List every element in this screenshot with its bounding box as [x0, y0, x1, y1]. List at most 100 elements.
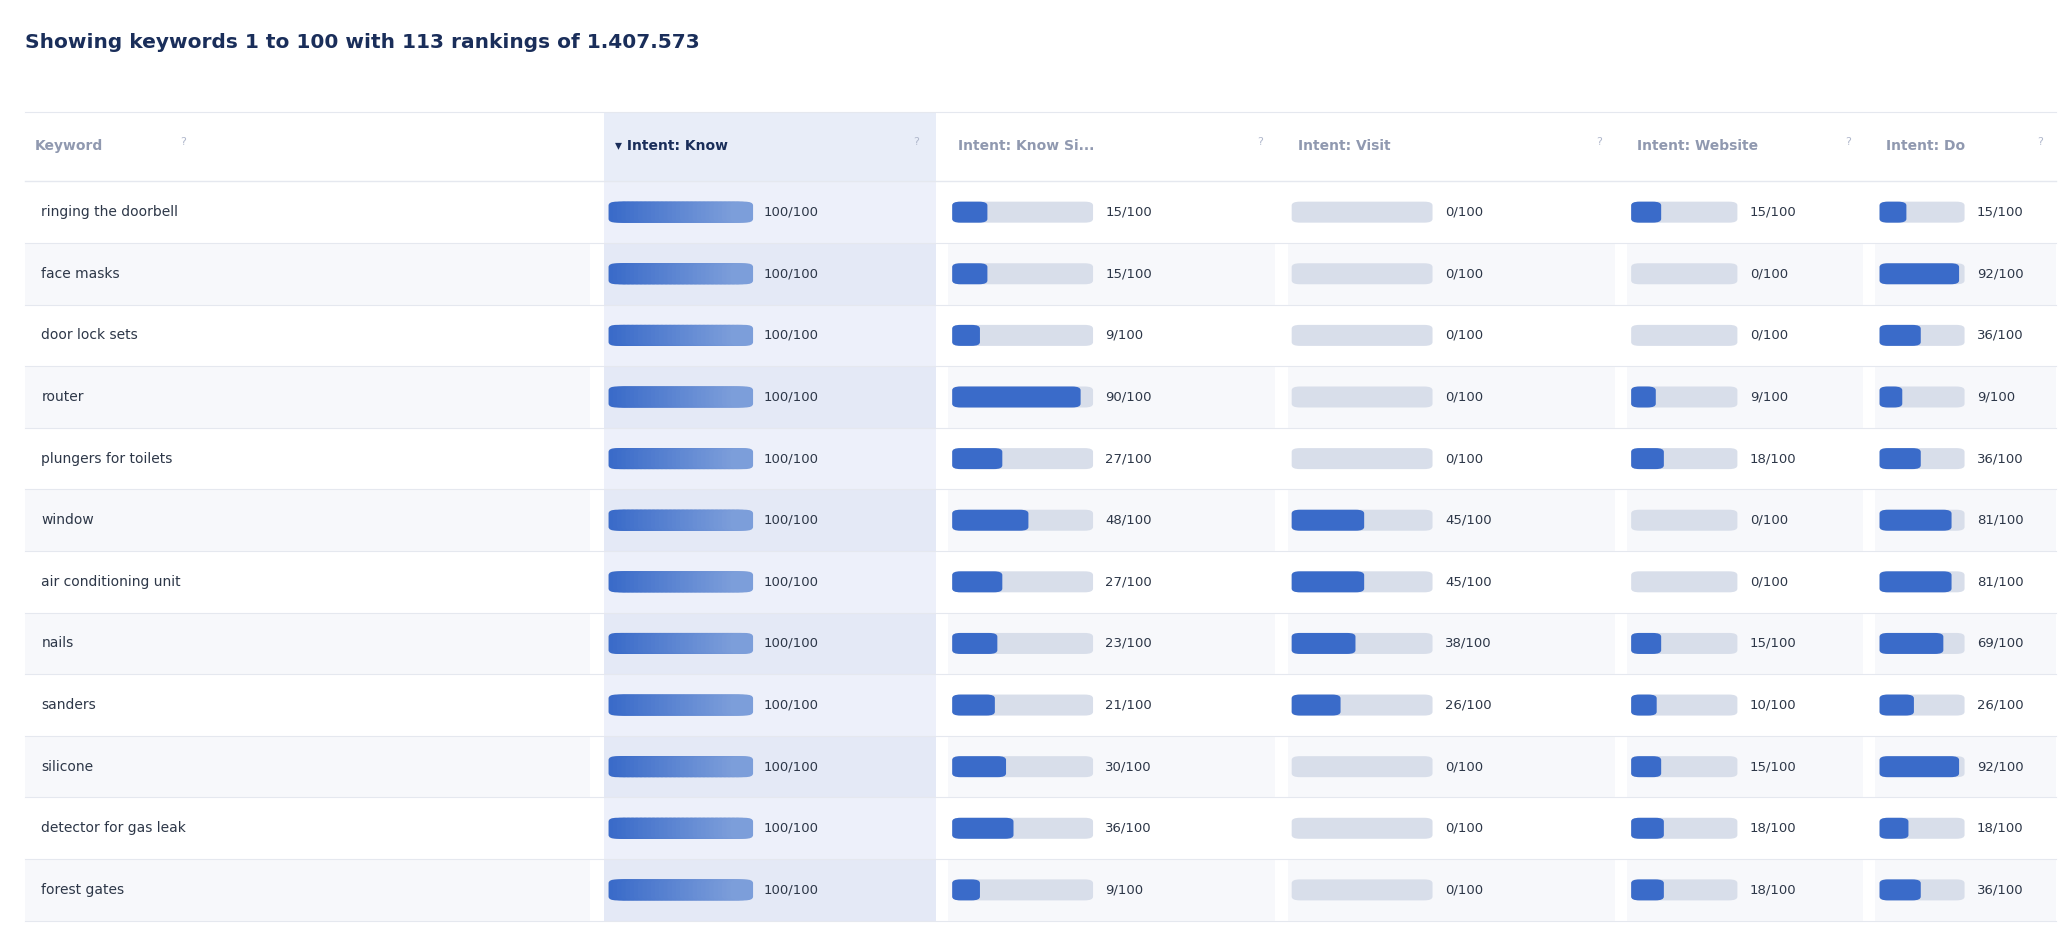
- FancyBboxPatch shape: [714, 387, 737, 407]
- FancyBboxPatch shape: [683, 817, 708, 839]
- FancyBboxPatch shape: [613, 756, 635, 777]
- FancyBboxPatch shape: [693, 510, 716, 531]
- FancyBboxPatch shape: [646, 387, 669, 407]
- FancyBboxPatch shape: [727, 880, 749, 900]
- FancyBboxPatch shape: [679, 202, 702, 222]
- FancyBboxPatch shape: [629, 817, 652, 839]
- FancyBboxPatch shape: [693, 325, 716, 346]
- FancyBboxPatch shape: [710, 263, 733, 285]
- FancyBboxPatch shape: [727, 510, 749, 531]
- FancyBboxPatch shape: [604, 736, 936, 798]
- FancyBboxPatch shape: [646, 448, 669, 469]
- FancyBboxPatch shape: [638, 448, 660, 469]
- FancyBboxPatch shape: [609, 880, 751, 900]
- Text: 100/100: 100/100: [764, 760, 818, 773]
- FancyBboxPatch shape: [722, 633, 745, 654]
- FancyBboxPatch shape: [1288, 859, 1615, 921]
- FancyBboxPatch shape: [617, 695, 640, 715]
- FancyBboxPatch shape: [1627, 859, 1863, 921]
- FancyBboxPatch shape: [642, 695, 664, 715]
- FancyBboxPatch shape: [952, 387, 1093, 407]
- FancyBboxPatch shape: [25, 243, 590, 305]
- FancyBboxPatch shape: [621, 448, 644, 469]
- Text: ?: ?: [2037, 137, 2043, 147]
- FancyBboxPatch shape: [617, 202, 640, 222]
- FancyBboxPatch shape: [1292, 695, 1432, 715]
- FancyBboxPatch shape: [689, 817, 712, 839]
- Text: 45/100: 45/100: [1445, 576, 1492, 589]
- Text: 27/100: 27/100: [1105, 452, 1153, 465]
- FancyBboxPatch shape: [675, 510, 698, 531]
- FancyBboxPatch shape: [1292, 756, 1432, 777]
- FancyBboxPatch shape: [1880, 756, 1964, 777]
- Text: 15/100: 15/100: [1749, 637, 1797, 650]
- FancyBboxPatch shape: [633, 880, 656, 900]
- FancyBboxPatch shape: [706, 325, 729, 346]
- FancyBboxPatch shape: [698, 510, 720, 531]
- FancyBboxPatch shape: [952, 325, 1093, 346]
- FancyBboxPatch shape: [1880, 695, 1915, 715]
- FancyBboxPatch shape: [689, 633, 712, 654]
- FancyBboxPatch shape: [1875, 859, 2056, 921]
- Text: face masks: face masks: [41, 267, 120, 281]
- FancyBboxPatch shape: [948, 674, 1275, 736]
- FancyBboxPatch shape: [633, 263, 656, 285]
- FancyBboxPatch shape: [1631, 448, 1664, 469]
- FancyBboxPatch shape: [710, 510, 733, 531]
- FancyBboxPatch shape: [1288, 798, 1615, 859]
- FancyBboxPatch shape: [646, 880, 669, 900]
- FancyBboxPatch shape: [609, 695, 631, 715]
- FancyBboxPatch shape: [727, 817, 749, 839]
- FancyBboxPatch shape: [1627, 489, 1863, 551]
- FancyBboxPatch shape: [650, 263, 673, 285]
- FancyBboxPatch shape: [638, 756, 660, 777]
- Text: ?: ?: [180, 137, 186, 147]
- Text: ?: ?: [1256, 137, 1263, 147]
- FancyBboxPatch shape: [1292, 387, 1432, 407]
- Text: 81/100: 81/100: [1977, 513, 2024, 526]
- FancyBboxPatch shape: [1631, 571, 1737, 592]
- FancyBboxPatch shape: [646, 571, 669, 592]
- FancyBboxPatch shape: [952, 695, 996, 715]
- FancyBboxPatch shape: [667, 817, 689, 839]
- FancyBboxPatch shape: [658, 633, 681, 654]
- FancyBboxPatch shape: [671, 817, 693, 839]
- FancyBboxPatch shape: [1288, 551, 1615, 613]
- FancyBboxPatch shape: [710, 880, 733, 900]
- FancyBboxPatch shape: [1875, 366, 2056, 428]
- FancyBboxPatch shape: [662, 448, 685, 469]
- FancyBboxPatch shape: [609, 387, 751, 407]
- FancyBboxPatch shape: [667, 571, 689, 592]
- Text: 100/100: 100/100: [764, 206, 818, 219]
- FancyBboxPatch shape: [671, 571, 693, 592]
- FancyBboxPatch shape: [675, 571, 698, 592]
- FancyBboxPatch shape: [689, 202, 712, 222]
- FancyBboxPatch shape: [621, 695, 644, 715]
- Text: 15/100: 15/100: [1105, 267, 1153, 280]
- FancyBboxPatch shape: [625, 571, 648, 592]
- FancyBboxPatch shape: [617, 263, 640, 285]
- FancyBboxPatch shape: [617, 387, 640, 407]
- FancyBboxPatch shape: [1880, 510, 1964, 531]
- Text: 27/100: 27/100: [1105, 576, 1153, 589]
- FancyBboxPatch shape: [1875, 489, 2056, 551]
- FancyBboxPatch shape: [1631, 387, 1737, 407]
- FancyBboxPatch shape: [727, 571, 749, 592]
- FancyBboxPatch shape: [718, 325, 741, 346]
- Text: 100/100: 100/100: [764, 329, 818, 342]
- FancyBboxPatch shape: [948, 613, 1275, 674]
- FancyBboxPatch shape: [683, 571, 708, 592]
- FancyBboxPatch shape: [1288, 304, 1615, 366]
- FancyBboxPatch shape: [625, 510, 648, 531]
- FancyBboxPatch shape: [662, 817, 685, 839]
- FancyBboxPatch shape: [1631, 387, 1656, 407]
- FancyBboxPatch shape: [710, 202, 733, 222]
- FancyBboxPatch shape: [706, 510, 729, 531]
- FancyBboxPatch shape: [718, 756, 741, 777]
- FancyBboxPatch shape: [714, 817, 737, 839]
- FancyBboxPatch shape: [1880, 817, 1964, 839]
- Text: 0/100: 0/100: [1445, 391, 1482, 404]
- FancyBboxPatch shape: [609, 448, 751, 469]
- Text: 100/100: 100/100: [764, 637, 818, 650]
- FancyBboxPatch shape: [621, 263, 644, 285]
